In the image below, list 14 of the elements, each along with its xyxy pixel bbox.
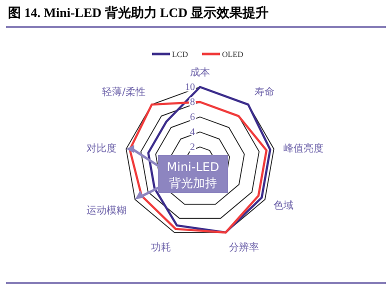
spoke-label: 色域 — [273, 199, 294, 212]
spoke-label: 寿命 — [254, 86, 274, 98]
spoke-label: 运动模糊 — [86, 204, 127, 216]
y-tick-label: 8 — [190, 97, 195, 108]
legend-label: OLED — [222, 50, 244, 59]
spoke-label: 轻薄/柔性 — [102, 86, 146, 98]
chart-title: 图 14. Mini-LED 背光助力 LCD 显示效果提升 — [8, 5, 269, 20]
spoke-label: 功耗 — [151, 242, 172, 254]
spoke-label: 峰值亮度 — [283, 142, 324, 154]
spoke-label: 成本 — [190, 66, 210, 78]
spoke-label: 对比度 — [86, 142, 117, 154]
legend-label: LCD — [172, 50, 188, 59]
text: Mini-LED 背光加持 — [166, 160, 220, 190]
spoke-label: 分辨率 — [228, 242, 259, 254]
